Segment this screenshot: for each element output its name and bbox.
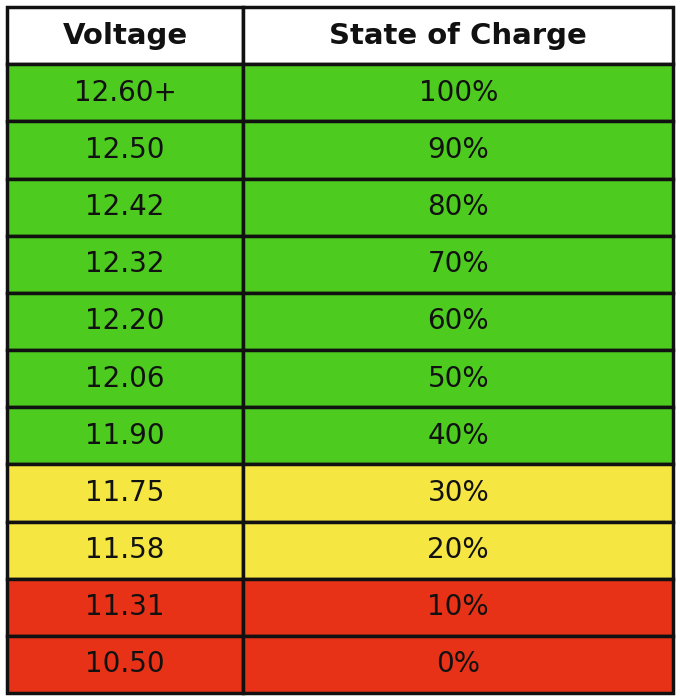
Text: 20%: 20%: [428, 536, 489, 564]
Text: 70%: 70%: [428, 250, 489, 278]
Bar: [7, 121, 243, 178]
Text: 40%: 40%: [428, 421, 489, 450]
Text: State of Charge: State of Charge: [329, 22, 587, 50]
Bar: [7, 236, 243, 293]
Bar: [243, 579, 673, 636]
Text: 12.60+: 12.60+: [73, 79, 177, 106]
Bar: [7, 350, 243, 407]
Bar: [243, 121, 673, 178]
Text: 11.90: 11.90: [85, 421, 165, 450]
Bar: [243, 522, 673, 579]
Text: Voltage: Voltage: [63, 22, 188, 50]
Bar: [243, 178, 673, 236]
Bar: [243, 7, 673, 64]
Text: 80%: 80%: [428, 193, 489, 221]
Bar: [7, 178, 243, 236]
Text: 10%: 10%: [428, 594, 489, 622]
Text: 0%: 0%: [437, 650, 480, 678]
Bar: [243, 464, 673, 522]
Bar: [243, 236, 673, 293]
Bar: [7, 464, 243, 522]
Bar: [7, 7, 243, 64]
Bar: [243, 636, 673, 693]
Bar: [243, 64, 673, 121]
Bar: [7, 636, 243, 693]
Text: 11.58: 11.58: [86, 536, 165, 564]
Text: 100%: 100%: [419, 79, 498, 106]
Bar: [7, 64, 243, 121]
Text: 50%: 50%: [428, 365, 489, 393]
Bar: [7, 579, 243, 636]
Text: 12.20: 12.20: [85, 307, 165, 335]
Text: 12.06: 12.06: [85, 365, 165, 393]
Bar: [7, 293, 243, 350]
Bar: [243, 350, 673, 407]
Text: 12.50: 12.50: [85, 136, 165, 164]
Text: 12.32: 12.32: [85, 250, 165, 278]
Text: 11.75: 11.75: [86, 479, 165, 507]
Text: 10.50: 10.50: [85, 650, 165, 678]
Bar: [243, 293, 673, 350]
Bar: [7, 407, 243, 464]
Text: 30%: 30%: [428, 479, 489, 507]
Text: 60%: 60%: [428, 307, 489, 335]
Text: 90%: 90%: [428, 136, 489, 164]
Bar: [7, 522, 243, 579]
Text: 11.31: 11.31: [85, 594, 165, 622]
Text: 12.42: 12.42: [86, 193, 165, 221]
Bar: [243, 407, 673, 464]
